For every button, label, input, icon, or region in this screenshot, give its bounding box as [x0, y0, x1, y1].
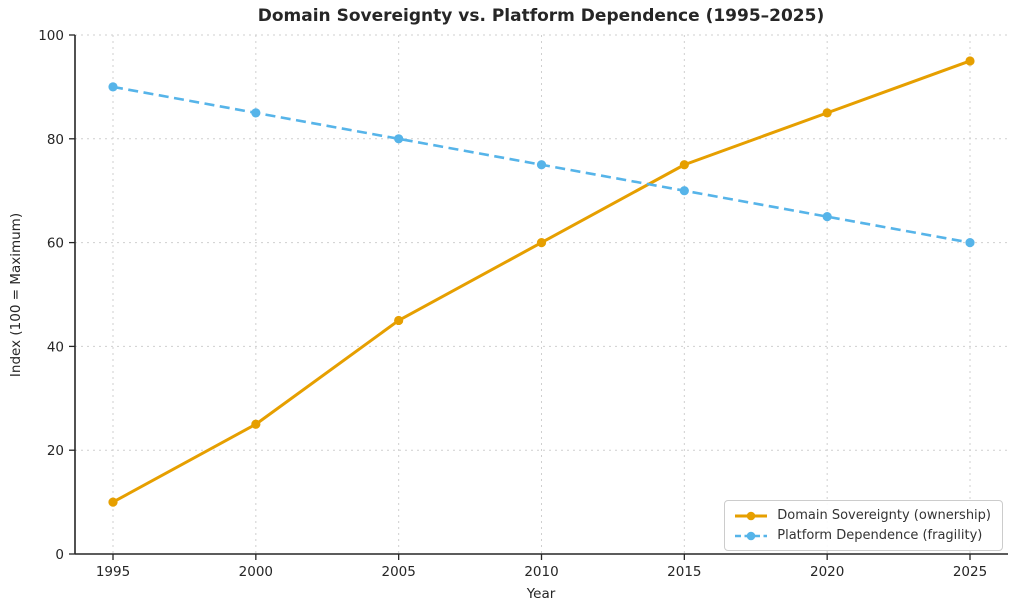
legend: Domain Sovereignty (ownership) Platform …	[724, 500, 1003, 551]
legend-label-domain-sovereignty: Domain Sovereignty (ownership)	[777, 508, 991, 523]
x-tick-label: 2025	[953, 564, 987, 580]
x-tick-label: 2020	[810, 564, 844, 580]
data-point-series-1	[251, 108, 261, 118]
y-tick-label: 60	[47, 236, 64, 252]
x-tick-label: 2005	[381, 564, 415, 580]
y-tick-label: 80	[47, 132, 64, 148]
data-point-series-1	[822, 212, 832, 222]
x-tick-label: 2000	[239, 564, 273, 580]
x-tick-label: 1995	[96, 564, 130, 580]
y-axis-label: Index (100 = Maximum)	[8, 212, 24, 378]
data-point-series-0	[108, 497, 118, 507]
data-point-series-1	[108, 82, 118, 92]
x-axis-label: Year	[526, 586, 556, 602]
data-point-series-0	[679, 160, 689, 170]
legend-item-platform-dependence: Platform Dependence (fragility)	[734, 528, 991, 543]
y-tick-label: 20	[47, 443, 64, 459]
data-point-series-0	[251, 419, 261, 429]
data-point-series-0	[536, 238, 547, 248]
legend-item-domain-sovereignty: Domain Sovereignty (ownership)	[734, 508, 991, 523]
data-point-series-1	[965, 238, 975, 248]
data-point-series-0	[822, 108, 832, 118]
y-tick-label: 0	[55, 547, 64, 563]
y-tick-label: 100	[38, 28, 64, 44]
x-tick-label: 2010	[524, 564, 558, 580]
y-tick-label: 40	[47, 339, 64, 355]
data-point-series-0	[394, 315, 404, 326]
legend-label-platform-dependence: Platform Dependence (fragility)	[777, 528, 983, 543]
x-tick-label: 2015	[667, 564, 701, 580]
data-point-series-1	[536, 160, 547, 170]
legend-dashed-line-icon	[735, 531, 768, 540]
legend-solid-line-icon	[735, 511, 768, 520]
chart-title: Domain Sovereignty vs. Platform Dependen…	[257, 6, 825, 26]
data-point-series-0	[965, 56, 975, 66]
data-point-series-1	[394, 134, 404, 144]
data-point-series-1	[679, 186, 689, 196]
